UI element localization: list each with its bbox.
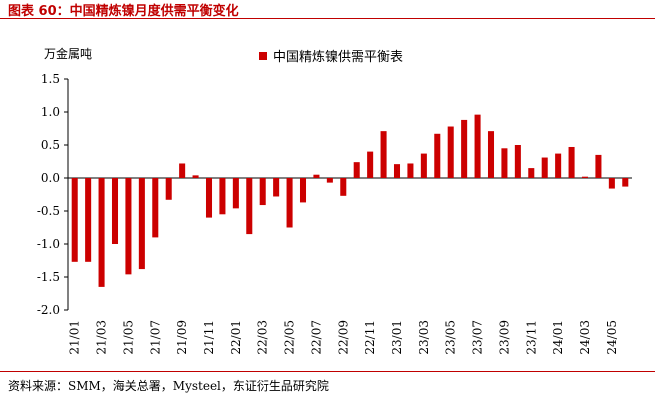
bar-23-11 xyxy=(528,168,535,178)
bar-21-10 xyxy=(192,175,199,178)
x-tick-label: 21/07 xyxy=(148,320,162,355)
y-tick-label: 0.5 xyxy=(41,138,60,152)
x-tick-label: 22/11 xyxy=(363,320,377,355)
y-tick-label: -1.0 xyxy=(37,237,60,251)
bar-21-12 xyxy=(219,178,226,215)
x-tick-label: 22/05 xyxy=(283,320,297,355)
x-tick-label: 23/03 xyxy=(417,320,431,355)
bar-22-11 xyxy=(367,151,374,178)
y-tick-label: -1.5 xyxy=(37,270,60,284)
bar-24-01 xyxy=(555,153,562,178)
x-tick-label: 24/05 xyxy=(605,320,619,355)
x-tick-label: 24/03 xyxy=(578,320,592,355)
x-tick-label: 22/09 xyxy=(336,320,350,355)
bar-24-06 xyxy=(622,178,629,187)
bar-21-11 xyxy=(205,178,213,218)
bar-23-02 xyxy=(407,163,414,178)
bar-21-07 xyxy=(152,178,159,238)
bar-23-09 xyxy=(501,148,508,178)
y-tick-label: -0.5 xyxy=(37,204,60,218)
bar-21-09 xyxy=(179,163,186,178)
x-tick-label: 23/01 xyxy=(390,320,404,355)
x-tick-label: 21/09 xyxy=(175,320,189,355)
y-tick-label: -2.0 xyxy=(37,303,60,317)
bar-22-08 xyxy=(326,178,333,183)
bar-22-12 xyxy=(380,131,387,178)
x-tick-label: 22/03 xyxy=(256,320,270,355)
bar-23-01 xyxy=(393,164,401,178)
bar-24-02 xyxy=(568,146,575,178)
x-tick-label: 21/05 xyxy=(121,320,135,355)
y-tick-label: 0.0 xyxy=(41,171,60,185)
bar-22-05 xyxy=(286,178,293,228)
y-tick-label: 1.0 xyxy=(41,105,60,119)
bar-22-07 xyxy=(313,174,320,178)
y-tick-label: 1.5 xyxy=(41,72,60,86)
x-tick-label: 23/09 xyxy=(497,320,511,355)
bar-21-04 xyxy=(111,178,119,244)
bar-24-05 xyxy=(608,178,615,189)
bar-21-02 xyxy=(85,178,92,262)
x-tick-label: 23/07 xyxy=(471,320,485,355)
bar-24-03 xyxy=(581,176,589,178)
bar-21-03 xyxy=(98,178,105,287)
bar-23-07 xyxy=(474,114,481,178)
legend-swatch xyxy=(259,52,267,60)
x-tick-label: 23/11 xyxy=(524,320,538,355)
legend-label: 中国精炼镍供需平衡表 xyxy=(273,50,403,65)
bar-23-12 xyxy=(541,157,548,178)
x-tick-label: 21/01 xyxy=(68,320,82,355)
x-tick-label: 24/01 xyxy=(551,320,565,355)
bar-23-05 xyxy=(447,126,454,178)
bar-21-05 xyxy=(125,178,132,275)
source-note: 资料来源：SMM，海关总署，Mysteel，东证衍生品研究院 xyxy=(8,379,329,393)
source-rule xyxy=(0,371,655,372)
x-tick-label: 22/01 xyxy=(229,320,243,355)
y-axis-unit-label: 万金属吨 xyxy=(44,46,92,61)
bar-23-10 xyxy=(514,145,521,178)
bar-22-10 xyxy=(353,162,360,178)
chart: 万金属吨 中国精炼镍供需平衡表 1.5 1.0 0.5 0.0 -0.5 -1.0 -1.5… xyxy=(37,46,632,355)
bar-22-04 xyxy=(273,178,280,197)
bar-23-03 xyxy=(420,153,427,178)
bar-23-08 xyxy=(487,131,495,178)
bar-22-02 xyxy=(246,178,253,235)
x-tick-label: 22/07 xyxy=(309,320,323,355)
title-rule xyxy=(0,18,655,19)
bar-22-09 xyxy=(340,178,347,196)
bar-23-06 xyxy=(461,119,468,178)
figure-title: 图表 60：中国精炼镍月度供需平衡变化 xyxy=(8,4,239,19)
bar-24-04 xyxy=(595,154,602,178)
bar-22-03 xyxy=(259,178,266,206)
bar-22-01 xyxy=(232,178,239,209)
x-tick-label: 21/11 xyxy=(202,320,216,355)
bar-22-06 xyxy=(299,178,307,203)
x-tick-label: 23/05 xyxy=(444,320,458,355)
bar-21-01 xyxy=(71,178,78,262)
x-tick-label: 21/03 xyxy=(95,320,109,355)
bar-23-04 xyxy=(434,133,441,178)
bar-21-06 xyxy=(138,178,145,270)
bar-21-08 xyxy=(165,178,172,200)
